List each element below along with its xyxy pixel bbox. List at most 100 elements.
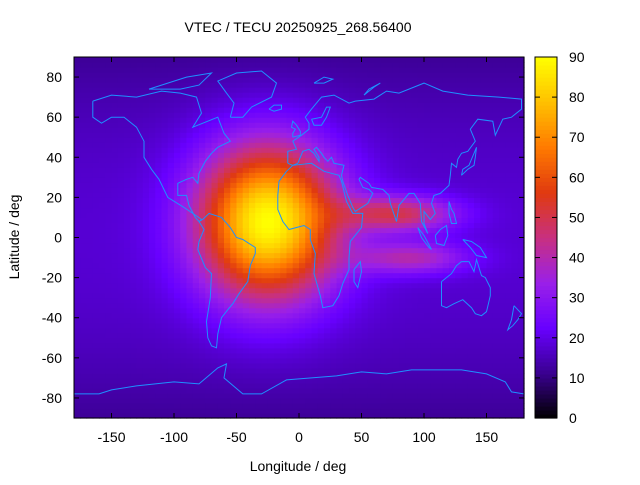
heatmap-cell [92,202,100,209]
heatmap-cell [167,192,175,198]
heatmap-cell [455,232,463,239]
heatmap-cell [149,402,156,409]
heatmap-cell [236,102,244,108]
heatmap-cell [199,102,206,108]
heatmap-cell [186,157,194,163]
heatmap-cell [80,172,88,178]
heatmap-cell [242,257,250,264]
heatmap-cell [474,82,481,88]
heatmap-cell [374,372,381,379]
heatmap-cell [80,242,88,249]
heatmap-cell [411,247,419,254]
heatmap-cell [392,292,400,299]
heatmap-cell [167,187,175,193]
heatmap-cell [299,317,306,324]
heatmap-cell [311,212,319,219]
heatmap-cell [455,292,463,299]
heatmap-cell [192,222,200,229]
heatmap-cell [280,152,288,158]
heatmap-cell [430,372,438,379]
heatmap-cell [386,252,394,259]
heatmap-cell [361,142,369,148]
heatmap-cell [155,172,163,178]
heatmap-cell [249,132,256,138]
heatmap-cell [205,212,213,219]
heatmap-cell [399,117,406,123]
heatmap-cell [361,342,369,349]
heatmap-cell [74,412,81,419]
heatmap-cell [280,292,288,299]
heatmap-cell [161,152,169,158]
heatmap-cell [436,182,444,188]
heatmap-cell [399,97,406,103]
heatmap-cell [449,362,456,369]
heatmap-cell [174,117,181,123]
heatmap-cell [192,392,200,399]
heatmap-cell [311,207,319,214]
heatmap-cell [399,287,406,294]
heatmap-cell [292,277,300,284]
heatmap-cell [280,337,288,344]
heatmap-cell [442,227,450,234]
heatmap-cell [99,237,106,244]
heatmap-cell [361,282,369,289]
heatmap-cell [424,127,431,133]
heatmap-cell [199,262,206,269]
heatmap-cell [430,197,438,203]
heatmap-cell [142,67,150,73]
heatmap-cell [286,322,294,329]
heatmap-cell [99,67,106,73]
heatmap-cell [274,72,281,78]
heatmap-cell [311,117,319,123]
heatmap-cell [317,172,325,178]
heatmap-cell [205,327,213,334]
heatmap-cell [211,162,219,168]
heatmap-cell [174,252,181,259]
heatmap-cell [242,217,250,224]
heatmap-cell [192,412,200,419]
heatmap-cell [249,412,256,419]
heatmap-cell [199,217,206,224]
heatmap-cell [467,87,475,93]
heatmap-cell [236,307,244,314]
heatmap-cell [192,277,200,284]
heatmap-cell [236,337,244,344]
heatmap-cell [74,262,81,269]
heatmap-cell [261,267,269,274]
heatmap-cell [336,237,344,244]
heatmap-cell [392,312,400,319]
heatmap-cell [86,177,94,183]
heatmap-cell [330,237,338,244]
heatmap-cell [74,142,81,148]
heatmap-cell [286,67,294,73]
heatmap-cell [249,172,256,178]
heatmap-cell [499,202,506,209]
heatmap-cell [424,197,431,203]
heatmap-cell [186,187,194,193]
heatmap-cell [361,207,369,214]
heatmap-cell [292,87,300,93]
heatmap-cell [230,57,238,63]
heatmap-cell [130,282,138,289]
heatmap-cell [486,362,494,369]
heatmap-cell [267,117,275,123]
heatmap-cell [330,152,338,158]
heatmap-cell [92,57,100,63]
heatmap-cell [436,272,444,279]
heatmap-cell [167,77,175,83]
heatmap-cell [142,227,150,234]
heatmap-cell [236,192,244,198]
heatmap-cell [230,127,238,133]
heatmap-cell [442,382,450,389]
heatmap-cell [186,172,194,178]
heatmap-cell [136,207,144,214]
heatmap-cell [299,182,306,188]
heatmap-cell [105,77,113,83]
heatmap-cell [192,97,200,103]
heatmap-cell [142,177,150,183]
heatmap-cell [380,122,388,128]
heatmap-cell [80,177,88,183]
heatmap-cell [305,137,313,143]
heatmap-cell [405,257,413,264]
